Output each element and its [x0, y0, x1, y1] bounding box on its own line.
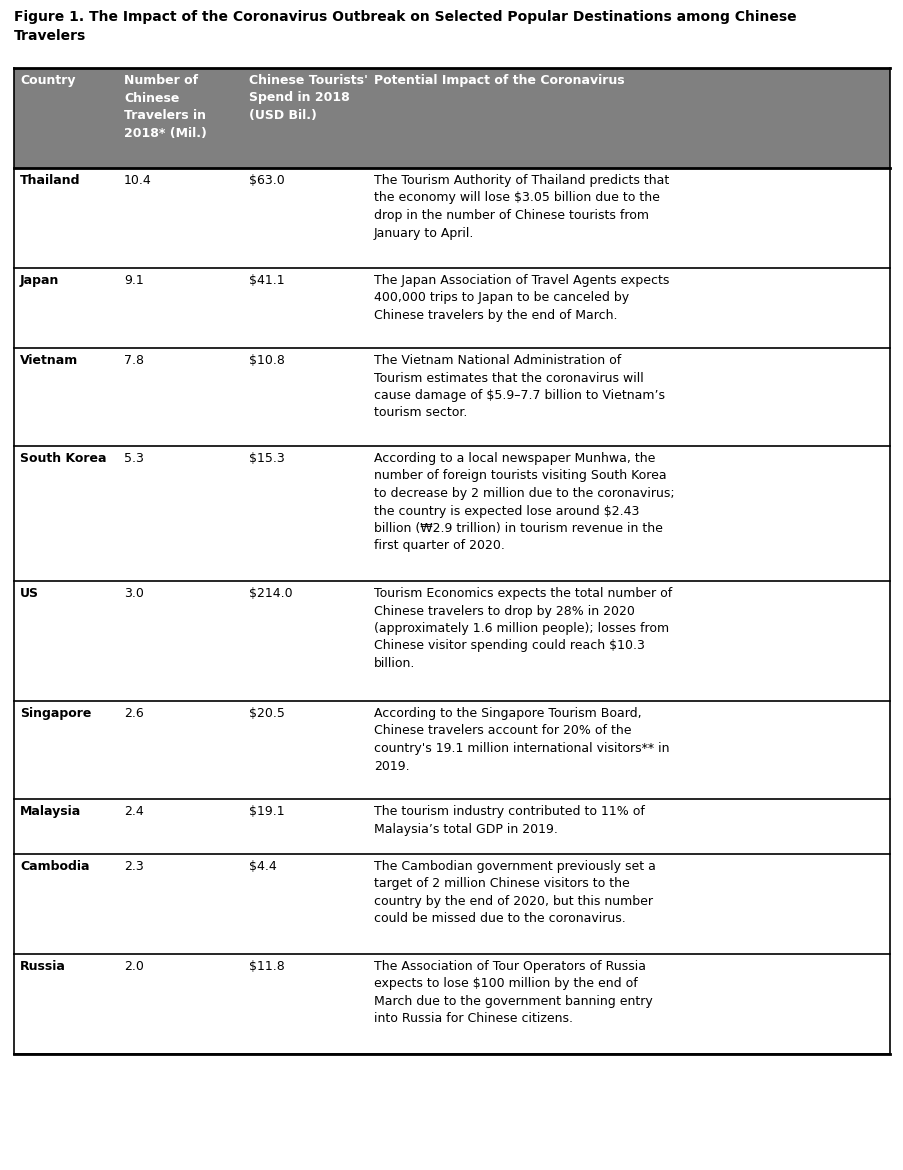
- Text: 7.8: 7.8: [124, 355, 144, 367]
- Text: 2.0: 2.0: [124, 961, 144, 973]
- Text: Singapore: Singapore: [20, 707, 91, 720]
- Bar: [14, 68, 889, 168]
- Text: Country: Country: [20, 74, 76, 87]
- Text: The Vietnam National Administration of
Tourism estimates that the coronavirus wi: The Vietnam National Administration of T…: [374, 355, 665, 420]
- Text: 2.4: 2.4: [124, 805, 144, 818]
- Text: Thailand: Thailand: [20, 174, 80, 187]
- Bar: [14, 268, 889, 347]
- Text: Figure 1. The Impact of the Coronavirus Outbreak on Selected Popular Destination: Figure 1. The Impact of the Coronavirus …: [14, 11, 796, 43]
- Text: $19.1: $19.1: [248, 805, 284, 818]
- Text: The tourism industry contributed to 11% of
Malaysia’s total GDP in 2019.: The tourism industry contributed to 11% …: [374, 805, 644, 835]
- Text: South Korea: South Korea: [20, 452, 107, 464]
- Bar: [14, 581, 889, 701]
- Text: Japan: Japan: [20, 274, 60, 287]
- Text: 5.3: 5.3: [124, 452, 144, 464]
- Text: Potential Impact of the Coronavirus: Potential Impact of the Coronavirus: [374, 74, 624, 87]
- Text: $4.4: $4.4: [248, 860, 276, 873]
- Text: 10.4: 10.4: [124, 174, 152, 187]
- Text: $20.5: $20.5: [248, 707, 284, 720]
- Text: Russia: Russia: [20, 961, 66, 973]
- Text: The Association of Tour Operators of Russia
expects to lose $100 million by the : The Association of Tour Operators of Rus…: [374, 961, 652, 1025]
- Bar: [14, 168, 889, 268]
- Text: Tourism Economics expects the total number of
Chinese travelers to drop by 28% i: Tourism Economics expects the total numb…: [374, 587, 672, 670]
- Bar: [14, 799, 889, 854]
- Text: $41.1: $41.1: [248, 274, 284, 287]
- Bar: [14, 954, 889, 1054]
- Text: Vietnam: Vietnam: [20, 355, 79, 367]
- Bar: [14, 854, 889, 954]
- Text: The Tourism Authority of Thailand predicts that
the economy will lose $3.05 bill: The Tourism Authority of Thailand predic…: [374, 174, 668, 240]
- Text: Chinese Tourists'
Spend in 2018
(USD Bil.): Chinese Tourists' Spend in 2018 (USD Bil…: [248, 74, 368, 122]
- Text: The Japan Association of Travel Agents expects
400,000 trips to Japan to be canc: The Japan Association of Travel Agents e…: [374, 274, 668, 322]
- Text: According to a local newspaper Munhwa, the
number of foreign tourists visiting S: According to a local newspaper Munhwa, t…: [374, 452, 674, 552]
- Bar: [14, 347, 889, 446]
- Text: 2.3: 2.3: [124, 860, 144, 873]
- Text: Number of
Chinese
Travelers in
2018* (Mil.): Number of Chinese Travelers in 2018* (Mi…: [124, 74, 207, 139]
- Text: 9.1: 9.1: [124, 274, 144, 287]
- Text: 2.6: 2.6: [124, 707, 144, 720]
- Text: Cambodia: Cambodia: [20, 860, 89, 873]
- Text: $63.0: $63.0: [248, 174, 284, 187]
- Text: Malaysia: Malaysia: [20, 805, 81, 818]
- Text: According to the Singapore Tourism Board,
Chinese travelers account for 20% of t: According to the Singapore Tourism Board…: [374, 707, 669, 772]
- Text: $214.0: $214.0: [248, 587, 293, 600]
- Text: $11.8: $11.8: [248, 961, 284, 973]
- Text: 3.0: 3.0: [124, 587, 144, 600]
- Bar: [14, 446, 889, 581]
- Text: US: US: [20, 587, 39, 600]
- Text: $15.3: $15.3: [248, 452, 284, 464]
- Bar: [14, 701, 889, 799]
- Text: The Cambodian government previously set a
target of 2 million Chinese visitors t: The Cambodian government previously set …: [374, 860, 656, 925]
- Text: $10.8: $10.8: [248, 355, 284, 367]
